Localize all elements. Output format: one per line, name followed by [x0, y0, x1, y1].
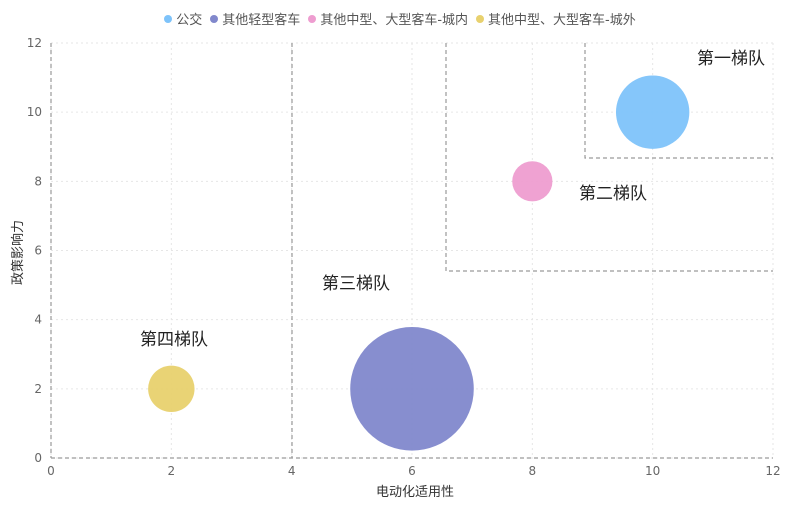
tier-2-boundary — [445, 43, 773, 272]
tier-label-1: 第一梯队 — [697, 49, 765, 69]
tier-boundaries — [291, 43, 773, 458]
y-tick-label-5: 10 — [27, 105, 42, 119]
x-tick-label-5: 10 — [645, 464, 660, 478]
legend-label-light-bus: 其他轻型客车 — [222, 13, 301, 28]
x-tick-label-2: 4 — [288, 464, 296, 478]
bubble-light-bus[interactable] — [350, 327, 474, 451]
y-tick-label-3: 6 — [34, 244, 42, 258]
x-tick-label-3: 6 — [408, 464, 416, 478]
legend-label-mid-large-urban: 其他中型、大型客车-城内 — [320, 13, 469, 28]
y-tick-label-0: 0 — [34, 451, 42, 465]
y-tick-label-1: 2 — [34, 382, 42, 396]
tier-label-2: 第二梯队 — [579, 184, 647, 204]
y-tick-label-4: 8 — [34, 174, 42, 188]
bubbles — [148, 75, 690, 451]
legend: 公交 其他轻型客车 其他中型、大型客车-城内 其他中型、大型客车-城外 — [0, 9, 800, 28]
legend-marker-mid-large-intercity — [476, 14, 485, 23]
legend-item-mid-large-urban[interactable]: 其他中型、大型客车-城内 — [308, 9, 468, 28]
y-tick-label-6: 12 — [27, 36, 42, 50]
y-axis-title: 政策影响力 — [10, 220, 26, 285]
tier-label-4: 第四梯队 — [140, 330, 208, 350]
tier-1-boundary — [584, 43, 773, 159]
x-tick-label-4: 8 — [529, 464, 537, 478]
legend-marker-light-bus — [210, 14, 219, 23]
legend-marker-mid-large-urban — [308, 14, 317, 23]
tier-label-3: 第三梯队 — [322, 274, 390, 294]
x-tick-label-1: 2 — [168, 464, 176, 478]
legend-item-light-bus[interactable]: 其他轻型客车 — [210, 9, 300, 28]
legend-item-bus[interactable]: 公交 — [164, 9, 202, 28]
y-tick-label-2: 4 — [34, 313, 42, 327]
legend-marker-bus — [164, 14, 173, 23]
x-axis-title: 电动化适用性 — [376, 485, 454, 500]
bubble-mid-large-intercity[interactable] — [148, 365, 195, 413]
bubble-mid-large-urban[interactable] — [512, 161, 553, 202]
legend-label-mid-large-intercity: 其他中型、大型客车-城外 — [488, 13, 636, 28]
axes: 0 2 4 6 8 10 12 0 2 4 6 8 10 12 — [27, 36, 781, 478]
legend-item-mid-large-intercity[interactable]: 其他中型、大型客车-城外 — [476, 9, 636, 28]
legend-label-bus: 公交 — [176, 13, 203, 28]
x-tick-label-6: 12 — [765, 464, 780, 478]
x-tick-label-0: 0 — [47, 464, 55, 478]
bubble-bus[interactable] — [615, 75, 690, 149]
